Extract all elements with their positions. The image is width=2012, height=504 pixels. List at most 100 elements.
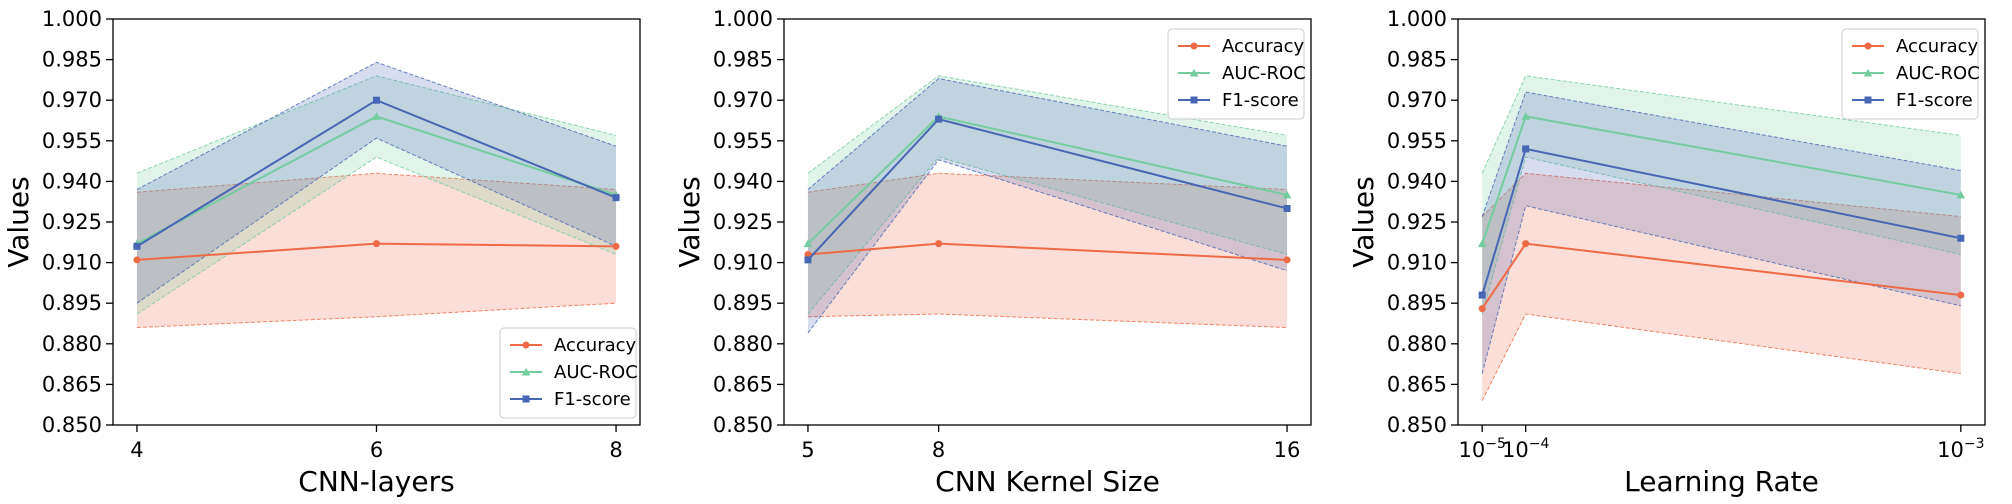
point-f1_score [1478,291,1486,299]
x-tick-label-base: 8 [609,438,622,462]
y-tick-label: 0.910 [1387,251,1447,275]
chart-panel-2: 0.850 0.865 0.880 0.895 0.910 0.925 0.940 0.955… [673,7,1312,498]
y-tick-label: 0.850 [1387,413,1447,437]
legend: Accuracy AUC-ROC F1-score [1167,28,1306,120]
x-axis-title: Learning Rate [1624,465,1819,498]
x-tick-label: 6 [370,438,383,462]
y-tick-label: 0.880 [42,332,102,356]
legend-marker-f1_score [1190,96,1198,104]
point-auc_roc [1282,190,1292,199]
x-axis-title: CNN Kernel Size [935,465,1160,498]
legend-label-auc_roc: AUC-ROC [1222,63,1306,84]
legend-label-accuracy: Accuracy [1222,36,1305,57]
point-accuracy [1957,291,1965,299]
y-tick-label: 0.970 [42,88,102,112]
y-tick-label: 0.910 [42,251,102,275]
point-f1_score [804,256,812,264]
x-tick-label-base: 10 [1458,438,1485,462]
y-tick-label: 0.880 [713,332,773,356]
y-tick-label: 0.865 [713,372,773,396]
legend: Accuracy AUC-ROC F1-score [1841,28,1980,120]
x-tick-label-exponent: −4 [1529,436,1550,452]
legend-box [1167,28,1305,120]
y-tick-label: 0.850 [713,413,773,437]
band-lower-edge-accuracy [1481,313,1961,401]
legend-marker-accuracy [1864,42,1872,50]
point-accuracy [935,240,943,248]
legend-marker-auc_roc [1863,68,1873,77]
point-f1_score [935,115,943,123]
y-tick-label: 0.880 [1387,332,1447,356]
legend-marker-f1_score [522,395,530,403]
y-tick-label: 0.865 [42,372,102,396]
y-axis-title: Values [1347,176,1380,267]
band-lower-edge-accuracy [136,302,617,329]
x-tick-label: 16 [1274,438,1301,462]
band-f1_score [807,78,1288,333]
x-tick-label-base: 4 [130,438,143,462]
x-tick-label-base: 6 [370,438,383,462]
y-tick-label: 1.000 [1387,7,1447,31]
legend-marker-f1_score [1864,96,1872,104]
y-tick-label: 1.000 [42,7,102,31]
y-tick-label: 0.925 [1387,210,1447,234]
band-lower-edge-accuracy [807,313,1288,329]
legend-marker-auc_roc [521,367,531,376]
y-tick-label: 0.940 [713,169,773,193]
y-tick-label: 0.985 [713,48,773,72]
x-axis-title: CNN-layers [298,465,454,498]
band-lower-edge-f1_score [1481,205,1961,374]
legend-marker-auc_roc [1189,68,1199,77]
band-upper-edge-auc_roc [1481,75,1961,174]
point-f1_score [1283,204,1291,212]
band-upper-edge-f1_score [807,78,1288,190]
point-accuracy [612,242,620,250]
y-tick-label: 0.970 [1387,88,1447,112]
band-accuracy [807,173,1288,328]
y-tick-label: 0.955 [1387,129,1447,153]
point-auc_roc [803,239,813,248]
band-auc_roc [1482,75,1961,315]
y-axis-title: Values [2,176,35,267]
y-tick-label: 1.000 [713,7,773,31]
y-tick-label: 0.895 [713,291,773,315]
point-f1_score [133,242,141,250]
band-upper-edge-f1_score [1481,91,1961,217]
y-tick-label: 0.895 [42,291,102,315]
point-accuracy [1283,256,1291,264]
point-accuracy [804,250,812,258]
band-upper-edge-auc_roc [136,75,617,174]
x-tick-label: 4 [130,438,143,462]
band-accuracy [1482,173,1961,401]
legend-label-auc_roc: AUC-ROC [554,362,638,383]
band-lower-edge-auc_roc [807,156,1288,315]
y-tick-label: 0.925 [713,210,773,234]
legend-marker-accuracy [1190,42,1198,50]
x-tick-label-base: 10 [1937,438,1964,462]
band-auc_roc [807,75,1288,315]
y-tick-label: 0.925 [42,210,102,234]
point-accuracy [133,256,141,264]
band-upper-edge-accuracy [136,172,617,193]
legend-label-f1_score: F1-score [1896,90,1973,111]
x-tick-label-base: 16 [1274,438,1301,462]
band-auc_roc [136,75,617,315]
band-lower-edge-auc_roc [136,156,617,315]
x-tick-label-base: 8 [932,438,945,462]
legend-marker-accuracy [522,341,530,349]
y-tick-label: 0.985 [1387,48,1447,72]
x-tick-label: 10−3 [1937,436,1984,462]
x-tick-label: 10−5 [1458,436,1505,462]
point-f1_score [612,194,620,202]
legend-label-accuracy: Accuracy [554,335,637,356]
x-tick-label-base: 10 [1502,438,1529,462]
point-auc_roc [1521,112,1530,120]
point-f1_score [1522,145,1530,153]
y-tick-label: 0.955 [42,129,102,153]
point-auc_roc [372,112,381,120]
point-accuracy [373,240,380,248]
x-tick-label: 8 [932,438,945,462]
x-tick-label-exponent: −5 [1485,436,1506,452]
y-tick-label: 0.910 [713,251,773,275]
